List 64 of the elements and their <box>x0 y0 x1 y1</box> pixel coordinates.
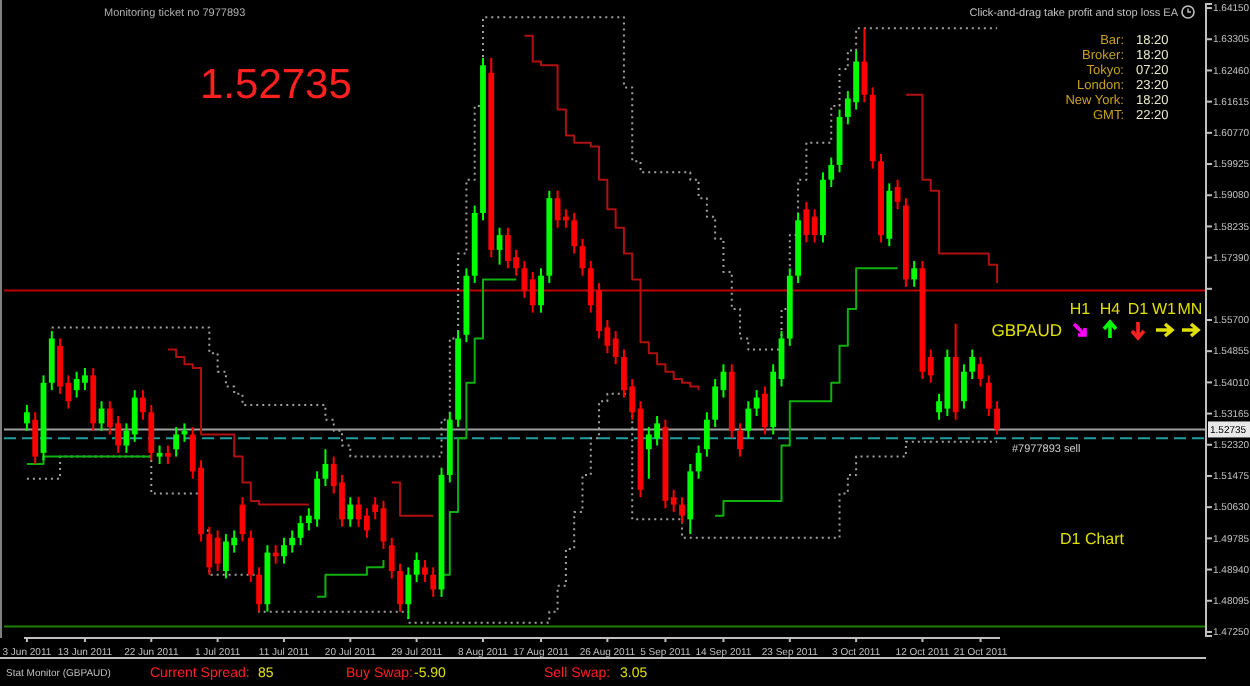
candlestick <box>753 389 760 417</box>
candlestick <box>737 422 743 458</box>
candlestick <box>679 496 685 525</box>
candlestick <box>811 208 818 244</box>
candlestick <box>82 366 88 392</box>
candlestick <box>156 444 163 465</box>
candlestick <box>745 400 752 440</box>
candlestick <box>347 496 354 528</box>
candlestick <box>32 411 39 465</box>
text: H1 <box>1069 300 1092 318</box>
candlestick <box>48 330 55 392</box>
candlestick <box>538 267 544 314</box>
candlestick <box>762 385 768 436</box>
candlestick <box>687 462 694 536</box>
candlestick <box>828 156 835 189</box>
candlestick <box>405 566 412 621</box>
candlestick <box>430 566 437 598</box>
candlestick <box>853 49 860 111</box>
candlestick <box>612 330 619 366</box>
candlestick <box>985 374 992 417</box>
candlestick <box>961 363 967 410</box>
candlestick <box>363 507 370 539</box>
text: H4 <box>1099 300 1122 318</box>
candlestick <box>571 211 578 255</box>
text: W1 <box>1152 300 1178 318</box>
candlestick <box>314 470 321 528</box>
candlestick <box>911 259 918 288</box>
candlestick <box>164 444 171 465</box>
candlestick <box>703 411 710 458</box>
candlestick <box>57 337 63 395</box>
candlestick <box>281 536 287 565</box>
candlestick <box>24 403 30 432</box>
text: MN <box>1177 300 1203 318</box>
candlestick <box>504 226 511 270</box>
candlestick <box>886 182 893 248</box>
candlestick <box>223 533 229 580</box>
candlestick <box>388 536 395 580</box>
candlestick <box>247 529 254 584</box>
candlestick <box>140 389 146 421</box>
candlestick <box>90 366 97 432</box>
candlestick <box>554 189 561 229</box>
candlestick <box>645 426 652 480</box>
candlestick <box>73 370 80 399</box>
candlestick <box>994 400 1000 436</box>
candlestick <box>214 529 221 573</box>
candlestick <box>397 562 403 613</box>
text: D1 Chart <box>1060 530 1126 548</box>
candlestick <box>422 558 428 584</box>
annotation: 1.52735 <box>200 62 352 108</box>
annotation: GBPAUD <box>991 320 1062 340</box>
candlestick <box>289 529 296 554</box>
candlestick <box>654 414 661 447</box>
candlestick <box>131 389 138 443</box>
text: D1 <box>1127 300 1150 318</box>
candlestick <box>712 378 719 429</box>
candlestick <box>256 566 262 613</box>
candlestick <box>529 271 536 314</box>
candlestick <box>206 525 213 576</box>
candlestick <box>969 348 976 381</box>
candlestick <box>148 403 155 462</box>
candlestick <box>173 426 180 458</box>
candlestick <box>803 200 810 244</box>
candlestick <box>413 551 420 584</box>
candlestick <box>115 414 122 454</box>
